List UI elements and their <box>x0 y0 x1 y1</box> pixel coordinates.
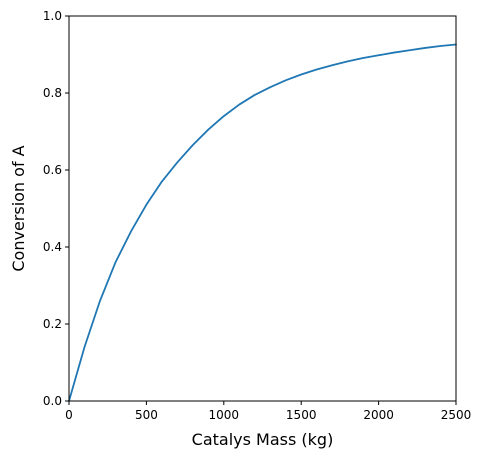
y-tick-label: 0.0 <box>43 394 62 408</box>
y-axis: 0.0 0.2 0.4 0.6 0.8 1.0 <box>43 9 69 408</box>
x-axis: 0 500 1000 1500 2000 2500 <box>65 401 471 422</box>
x-tick-label: 0 <box>65 408 73 422</box>
x-axis-label: Catalys Mass (kg) <box>192 430 334 449</box>
x-tick-label: 500 <box>135 408 158 422</box>
x-tick-label: 2000 <box>363 408 394 422</box>
y-axis-label: Conversion of A <box>9 145 28 271</box>
y-tick-label: 1.0 <box>43 9 62 23</box>
series-line-0 <box>68 43 457 402</box>
x-tick-label: 2500 <box>441 408 472 422</box>
y-tick-label: 0.8 <box>43 86 62 100</box>
plot-marks <box>68 43 457 402</box>
x-tick-label: 1500 <box>286 408 317 422</box>
y-tick-label: 0.4 <box>43 240 62 254</box>
y-tick-label: 0.2 <box>43 317 62 331</box>
plot-frame <box>68 15 457 402</box>
y-tick-label: 0.6 <box>43 163 62 177</box>
x-tick-label: 1000 <box>209 408 240 422</box>
